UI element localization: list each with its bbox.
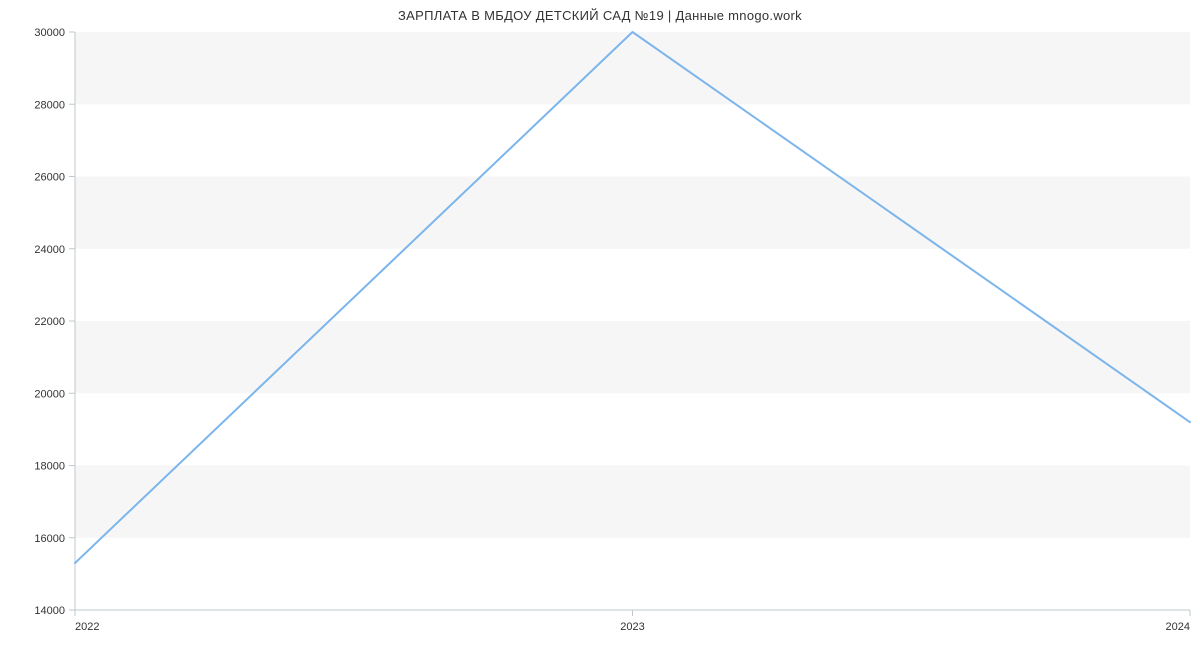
plot-band [75,249,1190,321]
chart-title: ЗАРПЛАТА В МБДОУ ДЕТСКИЙ САД №19 | Данны… [0,8,1200,23]
y-tick-label: 30000 [34,27,65,39]
x-tick-label: 2022 [75,621,99,633]
y-tick-label: 26000 [34,172,65,184]
salary-line-chart: ЗАРПЛАТА В МБДОУ ДЕТСКИЙ САД №19 | Данны… [0,0,1200,650]
x-tick-label: 2023 [620,621,644,633]
y-tick-label: 22000 [34,316,65,328]
plot-band [75,104,1190,176]
y-tick-label: 14000 [34,605,65,617]
plot-band [75,538,1190,610]
plot-band [75,466,1190,538]
plot-band [75,32,1190,104]
y-tick-label: 20000 [34,388,65,400]
x-tick-label: 2024 [1166,621,1190,633]
y-tick-label: 28000 [34,99,65,111]
plot-band [75,321,1190,393]
y-tick-label: 18000 [34,461,65,473]
y-tick-label: 24000 [34,244,65,256]
plot-band [75,177,1190,249]
chart-svg: 14000 16000 18000 20000 22000 24000 26000 28000… [0,0,1200,650]
y-tick-label: 16000 [34,533,65,545]
